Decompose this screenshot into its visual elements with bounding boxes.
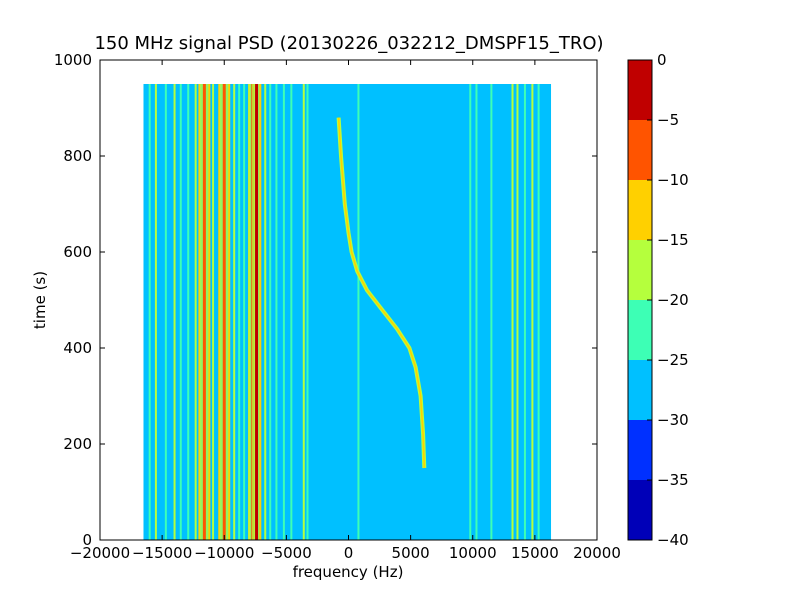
colorbar-band [628,300,652,360]
heatmap-line [187,84,190,540]
heatmap-line [255,84,259,540]
heatmap-line [259,84,262,540]
heatmap-line [222,84,226,540]
heatmap-line [164,84,167,540]
colorbar-band [628,60,652,120]
heatmap-line [218,84,221,540]
x-tick-label: −15000 [132,544,192,562]
heatmap-line [269,84,272,540]
colorbar-tick-label: −20 [657,291,689,309]
colorbar-tick-label: −40 [657,531,689,549]
heatmap-line [490,84,493,540]
heatmap-line [523,84,526,540]
x-tick-label: 10000 [449,544,497,562]
x-tick-label: 15000 [511,544,559,562]
plot-area [99,59,598,541]
heatmap-line [154,84,157,540]
heatmap-line [357,84,360,540]
heatmap-line [475,84,478,540]
colorbar-band [628,360,652,420]
y-tick-label: 1000 [54,51,92,69]
colorbar-band [628,120,652,180]
y-tick-label: 200 [63,435,92,453]
chart-title: 150 MHz signal PSD (20130226_032212_DMSP… [94,33,603,54]
x-tick-label: 5000 [392,544,430,562]
x-tick-label: −10000 [194,544,254,562]
heatmap-line [179,84,182,540]
y-tick-label: 0 [82,531,92,549]
colorbar-tick-label: 0 [657,51,667,69]
colorbar-band [628,480,652,540]
heatmap-line [469,84,472,540]
y-axis: 0 200 400 600 800 1000 [54,51,597,549]
colorbar-tick-label: −30 [657,411,689,429]
colorbar-tick-label: −5 [657,111,679,129]
heatmap [143,84,552,540]
heatmap-line [306,84,309,540]
y-axis-label: time (s) [31,271,49,329]
colorbar-tick-label: −35 [657,471,689,489]
heatmap-line [282,84,285,540]
heatmap-line [194,84,197,540]
x-tick-label: −5000 [261,544,312,562]
heatmap-line [302,84,305,540]
heatmap-line [148,84,151,540]
colorbar-band [628,240,652,300]
heatmap-line [243,84,246,540]
x-tick-label: 20000 [573,544,621,562]
heatmap-line [233,84,236,540]
heatmap-line [275,84,278,540]
heatmap-line [531,84,534,540]
colorbar-tick-label: −15 [657,231,689,249]
heatmap-line [537,84,540,540]
heatmap-line [511,84,514,540]
x-tick-label: 0 [344,544,354,562]
heatmap-line [264,84,267,540]
heatmap-background [143,84,552,540]
heatmap-line [290,84,293,540]
y-tick-label: 600 [63,243,92,261]
heatmap-line [228,84,231,540]
x-axis-label: frequency (Hz) [293,563,404,581]
heatmap-line [238,84,241,540]
x-tick-label: −20000 [70,544,130,562]
x-axis: −20000 −15000 −10000 −5000 0 5000 10000 15000 20… [70,60,621,562]
colorbar: 0 −5 −10 −15 −20 −25 −30 −35 −40 [627,51,689,549]
heatmap-line [208,84,211,540]
colorbar-band [628,180,652,240]
y-tick-label: 400 [63,339,92,357]
doppler-trace [337,117,426,469]
colorbar-band [628,420,652,480]
colorbar-tick-label: −10 [657,171,689,189]
heatmap-line [198,84,201,540]
heatmap-line [516,84,519,540]
heatmap-line [202,84,206,540]
heatmap-line [173,84,176,540]
y-tick-label: 800 [63,147,92,165]
colorbar-tick-label: −25 [657,351,689,369]
heatmap-line [212,84,215,540]
